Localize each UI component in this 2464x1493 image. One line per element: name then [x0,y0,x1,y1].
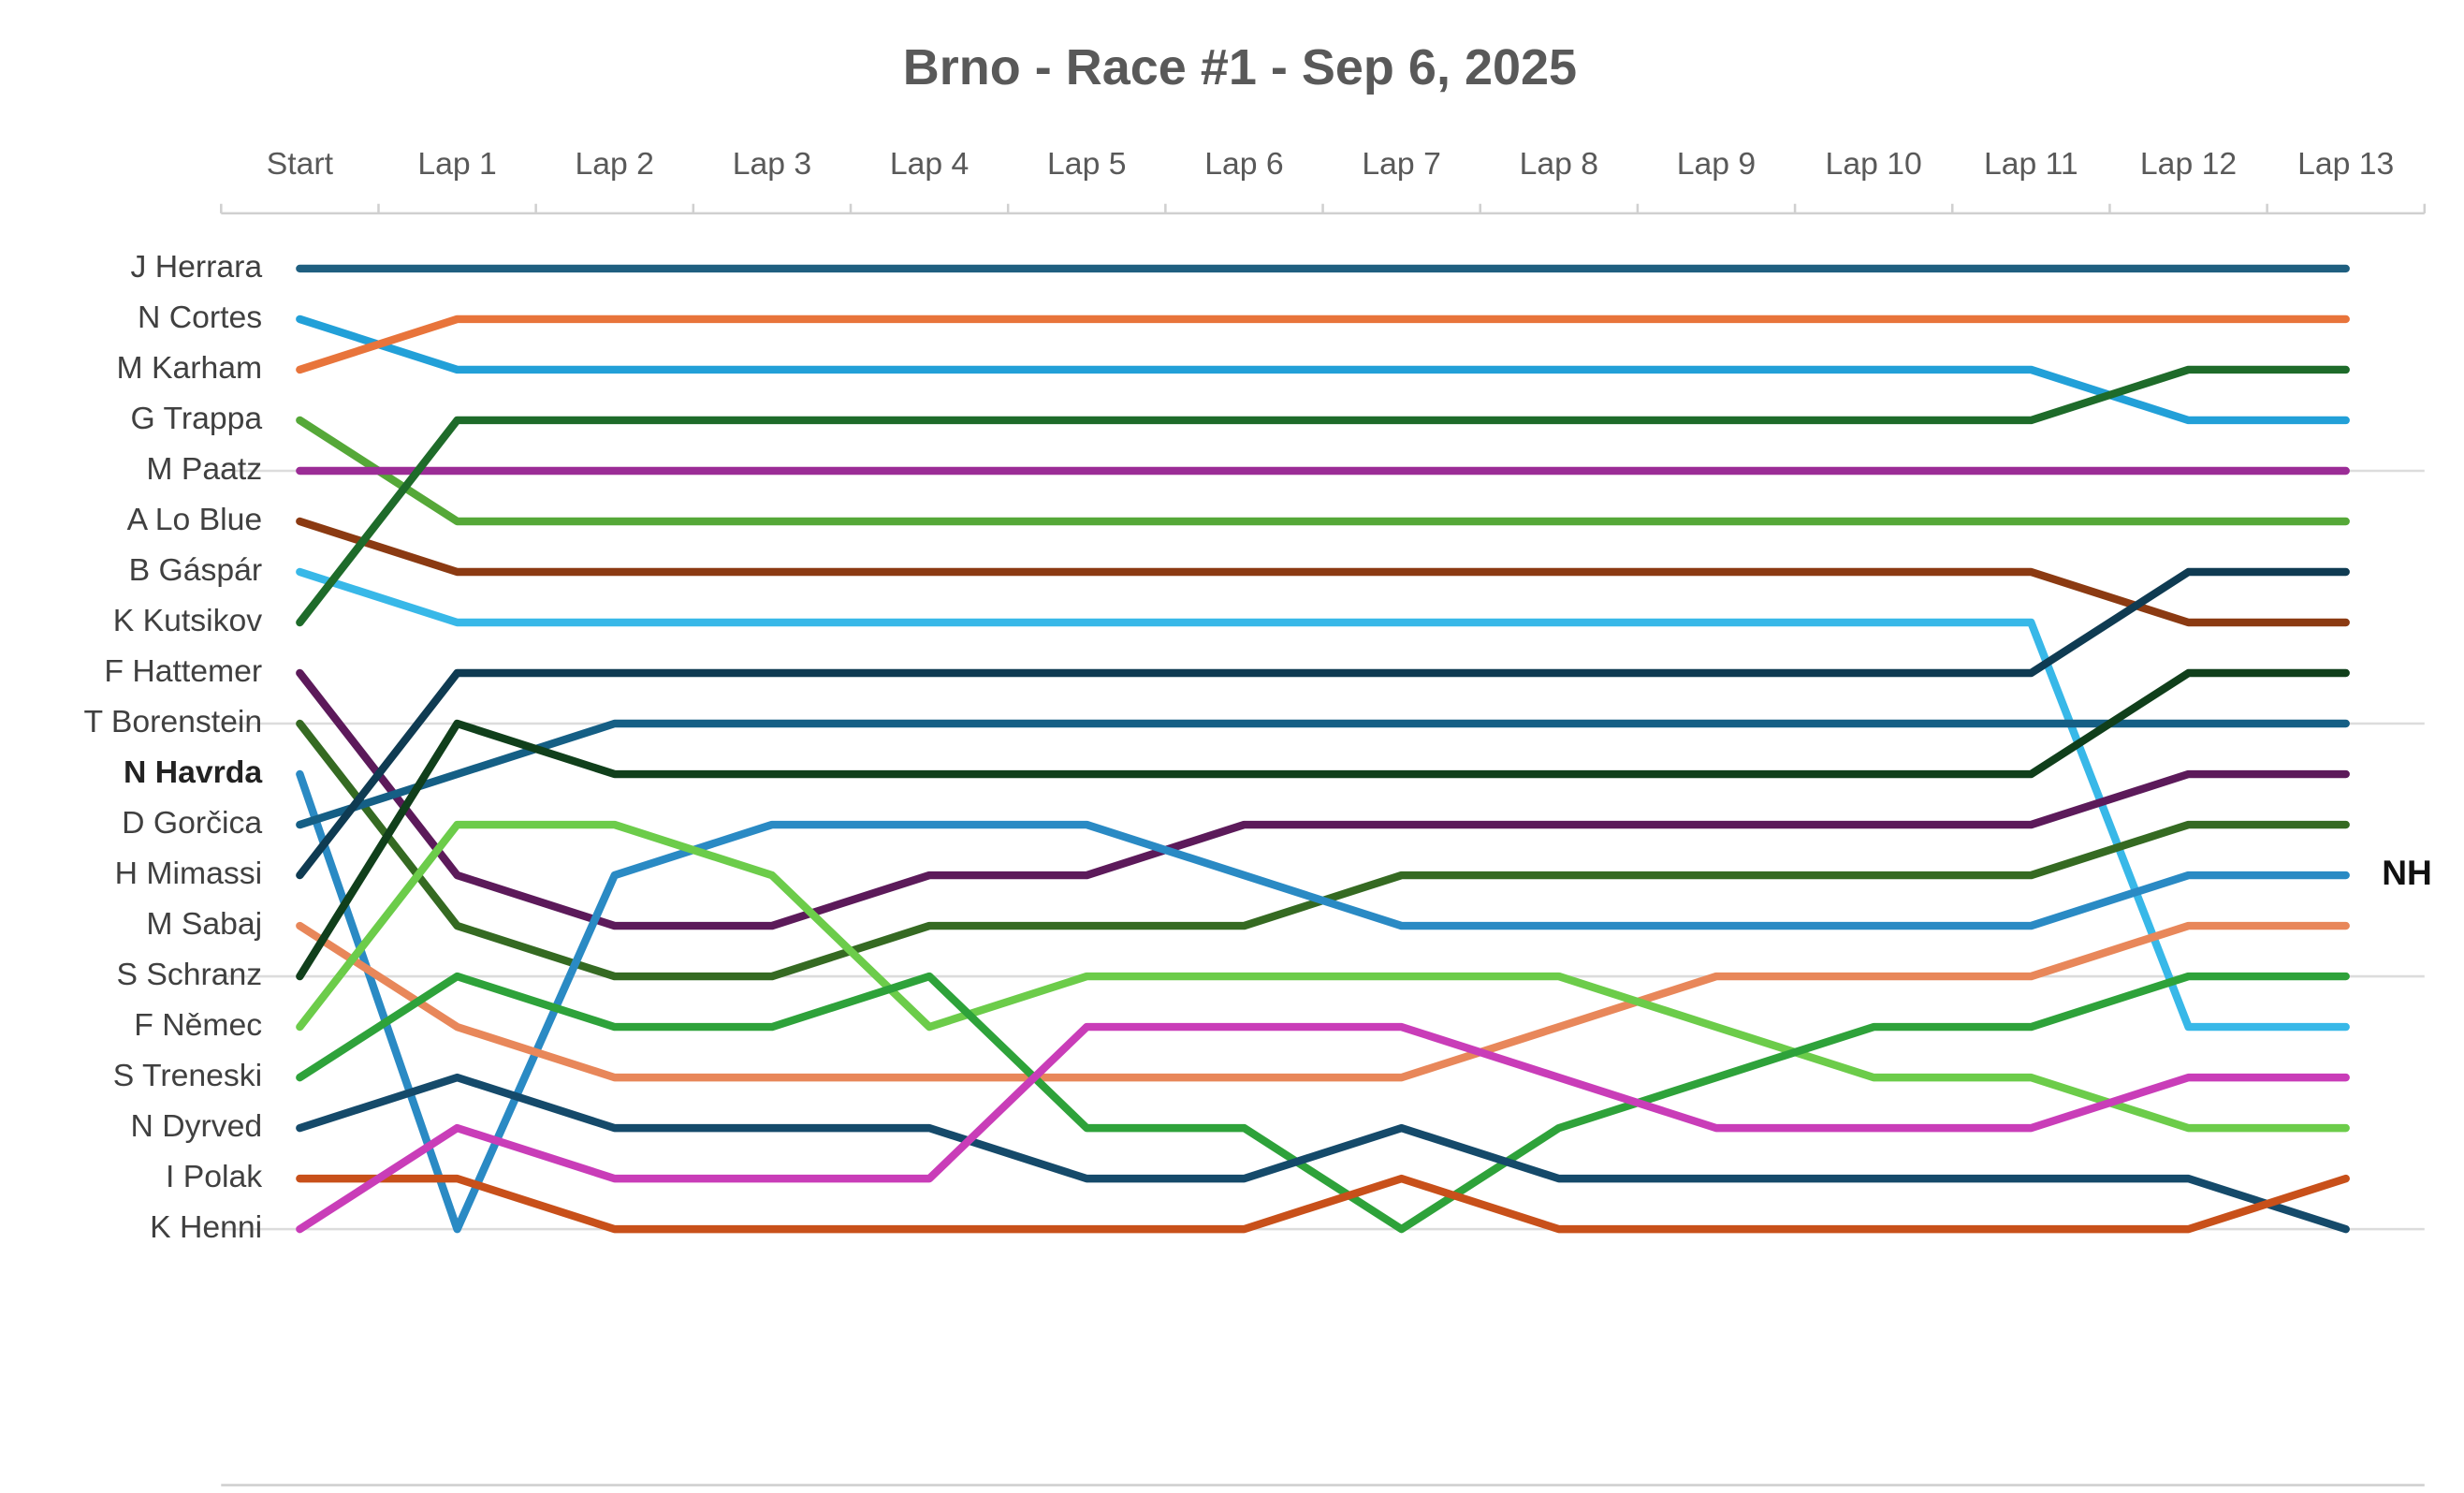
driver-label: G Trappa [130,401,262,436]
driver-label: B Gáspár [129,552,263,588]
driver-label: K Henni [150,1209,262,1245]
driver-label: M Paatz [146,451,262,487]
series-line [296,719,2350,981]
x-tick-label: Lap 3 [733,146,811,182]
driver-label: K Kutsikov [113,603,263,638]
series-line [296,416,2350,526]
x-tick-label: Start [267,146,334,182]
driver-label: I Polak [166,1159,262,1194]
driver-label: N Havrda [124,754,262,790]
driver-label: D Gorčica [122,805,262,841]
series-line [296,769,2350,1234]
x-tick-label: Lap 9 [1677,146,1756,182]
driver-label: S Schranz [116,957,262,992]
series-line [296,1073,2350,1234]
driver-label: F Hattemer [104,653,262,689]
series-line [296,365,2350,627]
series-line [296,668,2350,930]
series-line [296,1022,2350,1234]
series-line [296,315,2350,374]
driver-label: H Mimassi [115,856,263,891]
series-line [296,315,2350,425]
driver-label: S Treneski [113,1058,262,1093]
x-tick-label: Lap 11 [1984,146,2078,182]
series-line [296,1174,2350,1234]
series-line [296,921,2350,1082]
series-line [296,668,2350,981]
x-tick-label: Lap 5 [1047,146,1126,182]
series-line [296,820,2350,1133]
x-tick-label: Lap 6 [1204,146,1283,182]
driver-label: T Borenstein [83,704,262,739]
x-tick-label: Lap 8 [1520,146,1598,182]
series-line [296,972,2350,1234]
driver-label: J Herrara [131,249,263,285]
driver-label: N Cortes [138,300,262,335]
driver-label: F Němec [134,1007,262,1043]
x-tick-label: Lap 1 [417,146,496,182]
x-tick-label: Lap 4 [890,146,969,182]
end-label: NH [2382,853,2432,892]
x-tick-label: Lap 7 [1362,146,1440,182]
chart-title: Brno - Race #1 - Sep 6, 2025 [903,39,1577,95]
series-line [296,719,2350,829]
driver-label: M Karham [117,350,263,386]
driver-label: A Lo Blue [127,502,263,537]
driver-label: N Dyrved [131,1108,263,1144]
series-line [296,567,2350,1032]
x-tick-label: Lap 12 [2140,146,2237,182]
driver-label: M Sabaj [146,906,262,942]
series-line [296,517,2350,627]
x-tick-label: Lap 13 [2297,146,2394,182]
x-tick-label: Lap 10 [1826,146,1922,182]
x-tick-label: Lap 2 [576,146,654,182]
series-line [296,567,2350,880]
